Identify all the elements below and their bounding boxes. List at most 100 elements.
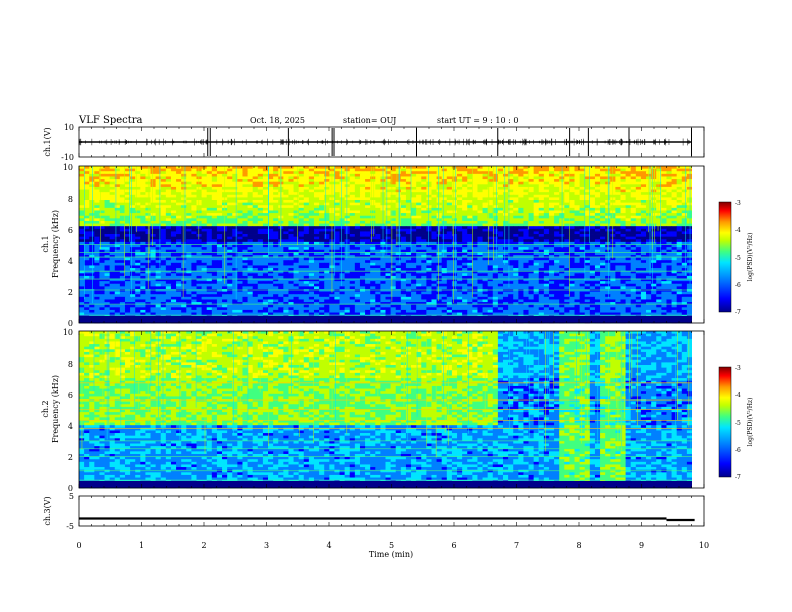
spectrogram-cell [600,215,606,219]
spectrogram-cell [232,173,238,177]
spectrogram-cell [441,166,448,170]
spectrogram-cell [334,260,340,264]
spectrogram-cell [283,210,289,214]
spectrogram-cell [508,200,514,204]
spectrogram-cell [656,220,662,224]
spectrogram-cell [666,231,672,235]
spectrogram-cell [686,200,693,204]
spectrogram-cell [140,257,146,261]
spectrogram-cell [119,239,126,243]
spectrogram-cell [385,168,392,172]
spectrogram-cell [574,210,581,214]
spectrogram-cell [206,252,213,256]
spectrogram-cell [186,207,192,211]
spectrogram-cell [344,210,351,214]
spectrogram-cell [283,254,289,258]
spectrogram-cell [242,194,248,198]
spectrogram-cell [268,194,274,198]
spectrogram-cell [257,234,264,238]
spectrogram-cell [201,254,208,258]
spectrogram-cell [564,213,570,217]
spectrogram-cell [237,223,243,227]
spectrogram-cell [400,254,407,258]
spectrogram-cell [502,189,509,193]
spectrogram-cell [640,181,647,185]
spectrogram-cell [319,166,325,170]
spectrogram-cell [252,200,259,204]
spectrogram-cell [155,249,162,253]
spectrogram-cell [681,262,688,266]
spectrogram-cell [165,234,172,238]
spectrogram-cell [538,252,545,256]
spectrogram-cell [477,241,483,245]
spectrogram-cell [288,254,294,258]
spectrogram-cell [227,207,233,211]
spectrogram-cell [84,176,90,180]
spectrogram-cell [165,247,172,251]
spectrogram-cell [651,260,657,264]
spectrogram-cell [400,226,407,230]
spectrogram-cell [165,236,172,240]
spectrogram-cell [651,239,657,243]
spectrogram-cell [640,213,647,217]
spectrogram-cell [365,197,371,201]
spectrogram-cell [569,192,575,196]
spectrogram-cell [651,189,657,193]
spectrogram-cell [594,252,601,256]
spectrogram-cell [109,241,116,245]
spectrogram-cell [273,215,279,219]
spectrogram-cell [640,231,647,235]
spectrogram-cell [94,207,100,211]
spectrogram-cell [543,181,550,185]
spectrogram-cell [130,184,136,188]
spectrogram-cell [651,234,657,238]
spectrogram-cell [206,202,213,206]
spectrogram-cell [405,166,412,170]
spectrogram-cell [390,254,397,258]
spectrogram-cell [324,189,330,193]
spectrogram-cell [201,173,208,177]
spectrogram-cell [344,181,351,185]
spectrogram-cell [421,186,427,190]
spectrogram-cell [109,213,116,217]
spectrogram-cell [191,197,197,201]
spectrogram-cell [293,220,300,224]
spectrogram-cell [620,213,626,217]
spectrogram-cell [564,257,570,261]
spectrogram-cell [119,244,126,248]
spectrogram-cell [482,244,489,248]
spectrogram-cell [502,239,509,243]
spectrogram-cell [630,236,637,240]
spectrogram-cell [216,168,223,172]
spectrogram-cell [365,215,371,219]
spectrogram-cell [467,200,473,204]
spectrogram-cell [130,166,136,170]
spectrogram-cell [462,218,468,222]
spectrogram-cell [436,207,443,211]
spectrogram-cell [206,181,213,185]
spectrogram-cell [462,176,468,180]
spectrogram-cell [630,179,637,183]
spectrogram-cell [206,200,213,204]
spectrogram-cell [135,207,141,211]
spectrogram-cell [155,223,162,227]
spectrogram-cell [109,205,116,209]
spectrogram-cell [436,197,443,201]
spectrogram-cell [431,260,437,264]
spectrogram-cell [436,184,443,188]
spectrogram-cell [513,210,519,214]
spectrogram-cell [308,192,315,196]
spectrogram-cell [625,171,632,175]
spectrogram-cell [482,247,489,251]
spectrogram-cell [273,252,279,256]
spectrogram-cell [196,228,202,232]
spectrogram-cell [232,171,238,175]
spectrogram-cell [390,249,397,253]
spectrogram-cell [666,179,672,183]
spectrogram-cell [191,228,197,232]
spectrogram-cell [79,176,85,180]
spectrogram-cell [206,249,213,253]
spectrogram-cell [676,249,683,253]
spectrogram-cell [324,239,330,243]
spectrogram-cell [564,244,570,248]
